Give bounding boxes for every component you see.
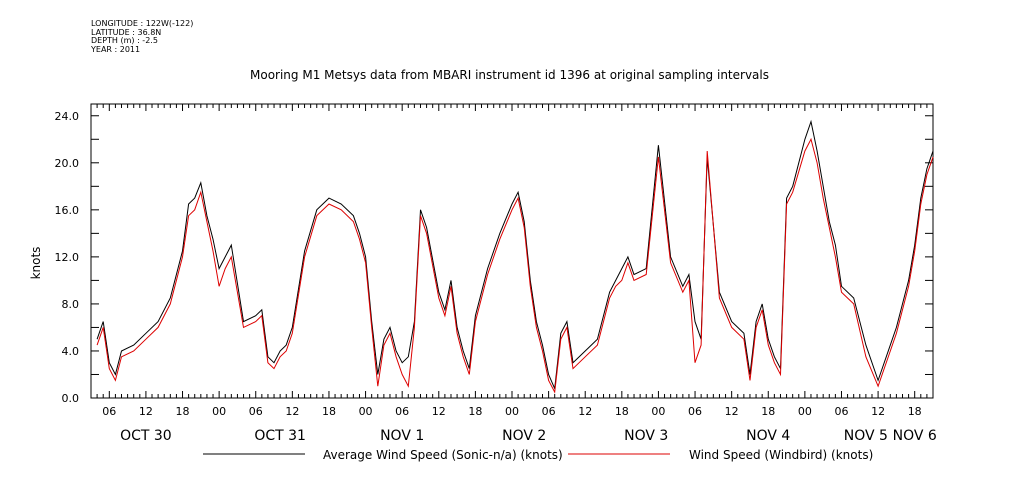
x-tick-label: 18 (908, 405, 922, 418)
y-tick-label: 12.0 (55, 251, 80, 264)
x-day-label: NOV 2 (502, 428, 546, 444)
x-day-label: NOV 5 (844, 428, 888, 444)
y-tick-label: 4.0 (62, 345, 80, 358)
legend: Average Wind Speed (Sonic-n/a) (knots) W… (203, 448, 873, 462)
x-day-label: NOV 4 (746, 428, 790, 444)
latitude-text: LATITUDE : 36.8N (91, 27, 162, 37)
legend-label-average: Average Wind Speed (Sonic-n/a) (knots) (323, 448, 563, 462)
longitude-text: LONGITUDE : 122W(-122) (91, 19, 194, 28)
y-tick-label: 16.0 (55, 204, 80, 217)
x-tick-label: 12 (139, 405, 153, 418)
station-metadata: LONGITUDE : 122W(-122) LATITUDE : 36.8N … (91, 19, 194, 54)
x-tick-label: 12 (725, 405, 739, 418)
x-tick-label: 12 (871, 405, 885, 418)
x-tick-label: 00 (212, 405, 226, 418)
x-day-label: NOV 3 (624, 428, 668, 444)
y-tick-label: 0.0 (62, 392, 80, 405)
series-line-average (96, 119, 934, 391)
x-tick-label: 00 (651, 405, 665, 418)
y-tick-label: 20.0 (55, 157, 80, 170)
x-tick-label: 18 (761, 405, 775, 418)
x-tick-label: 18 (322, 405, 336, 418)
x-day-label: NOV 6 (893, 428, 937, 444)
x-tick-label: 06 (395, 405, 409, 418)
x-tick-label: 00 (505, 405, 519, 418)
x-day-label: NOV 1 (380, 428, 424, 444)
x-tick-label: 06 (688, 405, 702, 418)
x-tick-label: 00 (359, 405, 373, 418)
chart-title: Mooring M1 Metsys data from MBARI instru… (250, 68, 769, 82)
y-axis-title: knots (29, 247, 43, 280)
x-tick-label: 06 (102, 405, 116, 418)
x-tick-label: 18 (176, 405, 190, 418)
x-tick-label: 06 (542, 405, 556, 418)
x-tick-label: 18 (468, 405, 482, 418)
x-day-label: OCT 30 (120, 428, 172, 444)
x-tick-label: 12 (578, 405, 592, 418)
year-text: YEAR : 2011 (91, 44, 141, 54)
x-tick-label: 12 (432, 405, 446, 418)
y-tick-label: 24.0 (55, 110, 80, 123)
x-day-label: OCT 31 (254, 428, 306, 444)
x-tick-label: 06 (834, 405, 848, 418)
series-line-windbird (96, 137, 934, 394)
depth-text: DEPTH (m) : -2.5 (91, 36, 158, 46)
x-tick-label: 18 (615, 405, 629, 418)
x-tick-label: 06 (249, 405, 263, 418)
x-tick-label: 12 (285, 405, 299, 418)
y-tick-label: 8.0 (62, 298, 80, 311)
legend-label-windbird: Wind Speed (Windbird) (knots) (689, 448, 873, 462)
x-tick-label: 00 (798, 405, 812, 418)
